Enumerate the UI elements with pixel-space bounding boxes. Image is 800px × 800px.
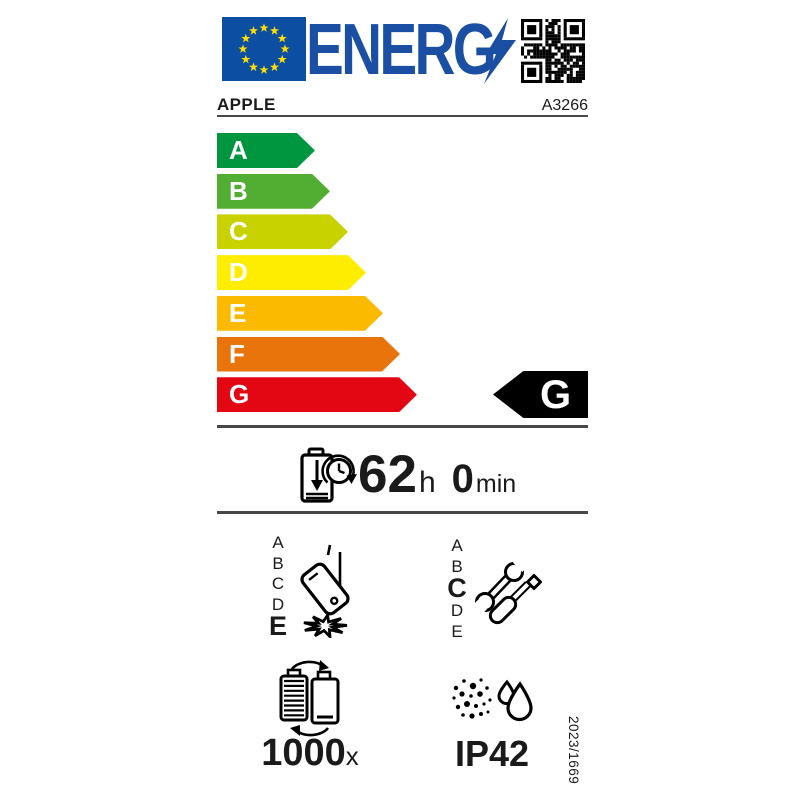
dust-water-icon bbox=[452, 678, 533, 722]
grade-letter-a: A bbox=[451, 536, 463, 555]
battery-cycles-value: 1000x bbox=[252, 734, 368, 772]
grade-letter-b: B bbox=[272, 553, 284, 573]
energy-logo-text: ENERG bbox=[306, 9, 497, 91]
scale-letter: D bbox=[229, 257, 248, 288]
scale-letter: G bbox=[229, 379, 250, 410]
divider bbox=[217, 115, 588, 117]
ip-rating-value: IP42 bbox=[454, 733, 530, 774]
grade-letter-d: D bbox=[450, 601, 464, 620]
grade-letter-c-active: C bbox=[447, 573, 467, 603]
regulation-number: 2023/1669 bbox=[566, 716, 581, 785]
grade-letter-d: D bbox=[271, 594, 285, 614]
scale-letter: E bbox=[229, 297, 247, 328]
scale-arrow-e: E bbox=[217, 296, 383, 331]
grade-letter-b: B bbox=[451, 556, 463, 576]
qr-code bbox=[521, 19, 585, 83]
cycles-unit: x bbox=[345, 741, 359, 771]
scale-arrow-c: C bbox=[217, 214, 348, 249]
scale-letter: B bbox=[229, 175, 248, 206]
divider bbox=[217, 425, 588, 428]
scale-arrow-d: D bbox=[217, 255, 366, 290]
lightning-bolt-icon bbox=[484, 18, 516, 84]
model-number: A3266 bbox=[541, 97, 588, 114]
cycles-number: 1000 bbox=[261, 732, 346, 774]
hours-value: 62 bbox=[358, 445, 417, 504]
scale-letter: C bbox=[229, 216, 248, 247]
scale-arrow-g: G bbox=[217, 377, 417, 412]
grade-letter-e-active: E bbox=[268, 611, 287, 641]
battery-endurance-value: 62 h 0 min bbox=[358, 444, 516, 506]
wrench-screwdriver-icon bbox=[470, 556, 542, 625]
battery-time-icon bbox=[300, 447, 357, 503]
grade-letter-e: E bbox=[451, 621, 463, 641]
eu-flag-icon bbox=[222, 17, 306, 81]
scale-letter: A bbox=[229, 135, 248, 165]
divider bbox=[217, 511, 588, 514]
scale-letter: F bbox=[229, 338, 245, 369]
scale-arrow-b: B bbox=[217, 174, 330, 209]
current-rating-arrow: G bbox=[493, 371, 588, 418]
grade-letter-a: A bbox=[272, 533, 284, 552]
scale-arrow-f: F bbox=[217, 337, 400, 372]
minutes-unit: min bbox=[475, 470, 517, 498]
hours-unit: h bbox=[418, 466, 436, 499]
battery-charge-cycle-icon bbox=[279, 660, 340, 737]
minutes-value: 0 bbox=[451, 457, 474, 501]
grade-letter-c: C bbox=[271, 574, 285, 593]
brand-name: APPLE bbox=[217, 95, 276, 114]
current-rating-letter: G bbox=[539, 372, 572, 417]
scale-arrow-a: A bbox=[217, 133, 315, 168]
falling-phone-icon bbox=[300, 544, 350, 638]
